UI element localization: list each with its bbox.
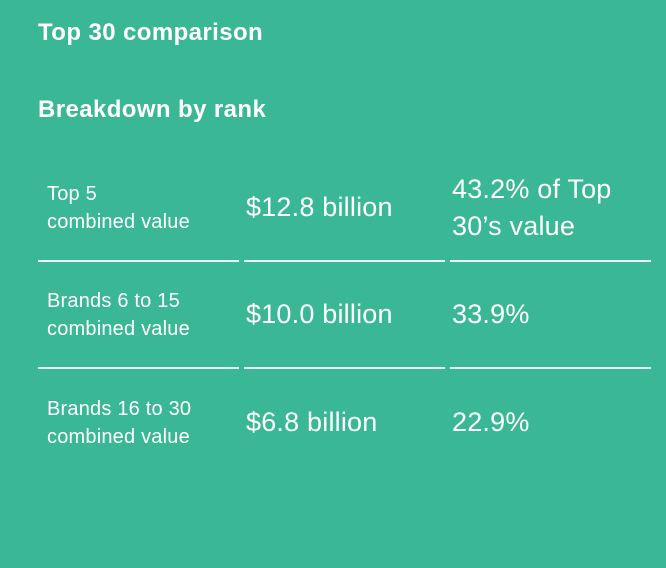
row-value-brands-16-30: $6.8 billion bbox=[246, 407, 378, 437]
row-share-brands-6-15: 33.9% bbox=[450, 262, 651, 369]
row-share-brands-16-30: 22.9% bbox=[452, 407, 530, 437]
section-title: Breakdown by rank bbox=[38, 96, 267, 123]
row-label-brands-16-30: Brands 16 to 30 combined value bbox=[47, 397, 192, 448]
breakdown-by-rank-table: Top 5 combined value $12.8 billion 43.2%… bbox=[38, 155, 651, 476]
row-value-top5: $12.8 billion bbox=[244, 155, 445, 262]
row-label-brands-6-15: Brands 6 to 15 combined value bbox=[38, 262, 239, 369]
page-title: Top 30 comparison bbox=[38, 19, 264, 46]
row-label-top5: Top 5 combined value bbox=[38, 155, 239, 262]
row-value-brands-6-15: $10.0 billion bbox=[244, 262, 445, 369]
row-share-top5: 43.2% of Top 30’s value bbox=[450, 155, 651, 262]
